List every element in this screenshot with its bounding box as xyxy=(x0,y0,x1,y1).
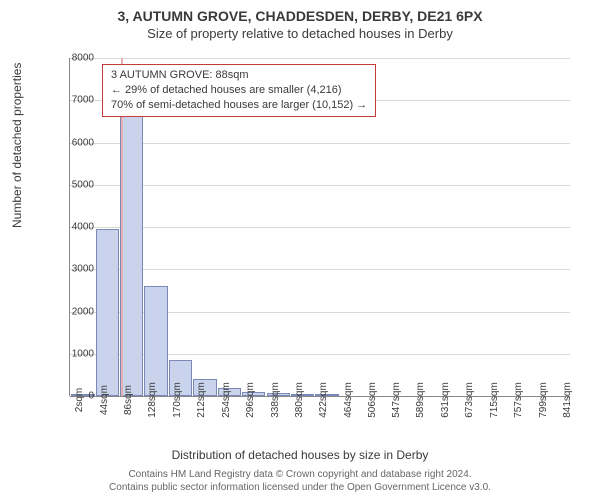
x-tick-label: 170sqm xyxy=(172,382,183,418)
x-tick-label: 464sqm xyxy=(343,382,354,418)
annotation-line-3: 70% of semi-detached houses are larger (… xyxy=(111,98,367,113)
x-axis-label: Distribution of detached houses by size … xyxy=(0,448,600,462)
x-tick-label: 296sqm xyxy=(245,382,256,418)
copyright-line-1: Contains HM Land Registry data © Crown c… xyxy=(0,468,600,481)
x-tick-label: 715sqm xyxy=(489,382,500,418)
histogram-chart: 3, AUTUMN GROVE, CHADDESDEN, DERBY, DE21… xyxy=(0,0,600,500)
title-block: 3, AUTUMN GROVE, CHADDESDEN, DERBY, DE21… xyxy=(0,0,600,41)
y-tick-label: 2000 xyxy=(54,306,94,317)
x-tick-label: 799sqm xyxy=(538,382,549,418)
y-tick-label: 5000 xyxy=(54,179,94,190)
x-tick-label: 757sqm xyxy=(513,382,524,418)
histogram-bar xyxy=(120,111,143,396)
x-tick-label: 338sqm xyxy=(270,382,281,418)
x-tick-label: 212sqm xyxy=(196,382,207,418)
x-tick-label: 128sqm xyxy=(147,382,158,418)
y-tick-label: 1000 xyxy=(54,348,94,359)
chart-title: 3, AUTUMN GROVE, CHADDESDEN, DERBY, DE21… xyxy=(0,8,600,24)
copyright: Contains HM Land Registry data © Crown c… xyxy=(0,468,600,494)
y-tick-label: 7000 xyxy=(54,95,94,106)
copyright-line-2: Contains public sector information licen… xyxy=(0,481,600,494)
x-tick-label: 506sqm xyxy=(367,382,378,418)
x-tick-label: 673sqm xyxy=(464,382,475,418)
y-tick-label: 8000 xyxy=(54,53,94,64)
histogram-bar xyxy=(144,286,167,396)
chart-subtitle: Size of property relative to detached ho… xyxy=(0,26,600,41)
x-tick-label: 422sqm xyxy=(318,382,329,418)
x-tick-label: 547sqm xyxy=(391,382,402,418)
x-tick-label: 2sqm xyxy=(74,388,85,412)
y-tick-label: 6000 xyxy=(54,137,94,148)
x-tick-label: 86sqm xyxy=(123,385,134,415)
x-tick-label: 254sqm xyxy=(221,382,232,418)
y-tick-label: 4000 xyxy=(54,222,94,233)
x-tick-label: 44sqm xyxy=(99,385,110,415)
x-tick-label: 380sqm xyxy=(294,382,305,418)
plot-area: 3 AUTUMN GROVE: 88sqm ← 29% of detached … xyxy=(70,58,570,396)
x-tick-label: 841sqm xyxy=(562,382,573,418)
x-tick-label: 589sqm xyxy=(415,382,426,418)
x-tick-label: 631sqm xyxy=(440,382,451,418)
histogram-bar xyxy=(96,229,119,396)
annotation-line-1: 3 AUTUMN GROVE: 88sqm xyxy=(111,68,367,83)
y-tick-label: 3000 xyxy=(54,264,94,275)
y-axis-label: Number of detached properties xyxy=(10,63,24,228)
annotation-box: 3 AUTUMN GROVE: 88sqm ← 29% of detached … xyxy=(102,64,376,117)
annotation-line-2: ← 29% of detached houses are smaller (4,… xyxy=(111,83,367,98)
